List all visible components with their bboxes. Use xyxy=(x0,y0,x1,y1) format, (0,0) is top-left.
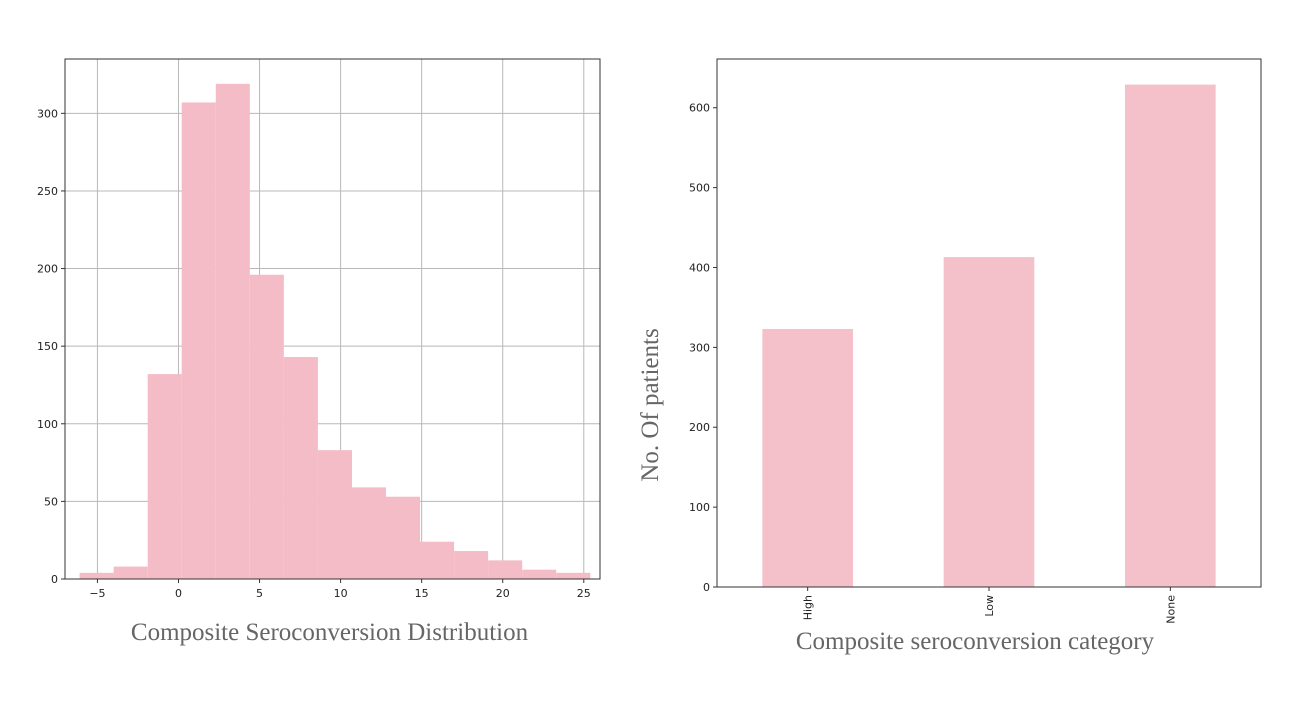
y-tick-label: 0 xyxy=(703,581,710,594)
x-tick-label: 5 xyxy=(256,587,263,600)
category-x-axis-label: Composite seroconversion category xyxy=(796,628,1155,655)
histogram-bar xyxy=(522,569,557,579)
category-bars xyxy=(762,84,1216,587)
category-bar-chart: High Low None 0 100 200 300 400 500 600 Composit… xyxy=(637,58,1262,655)
category-tick-label: Low xyxy=(983,595,996,617)
histogram-bar xyxy=(488,560,523,579)
histogram-bars xyxy=(79,83,591,580)
histogram-bar xyxy=(147,374,182,579)
histogram-bar xyxy=(215,83,250,580)
category-tick-label: High xyxy=(802,595,815,620)
y-tick-label: 500 xyxy=(689,182,710,195)
y-tick-label: 300 xyxy=(37,107,58,120)
histogram-bar xyxy=(454,551,489,579)
histogram-x-axis-label: Composite Seroconversion Distribution xyxy=(131,619,529,646)
histogram-bar xyxy=(556,572,591,579)
y-tick-label: 300 xyxy=(689,341,710,354)
category-x-ticks: High Low None xyxy=(802,587,1177,624)
histogram-grid xyxy=(65,59,600,580)
histogram-y-ticks: 0 50 100 150 200 250 300 xyxy=(37,107,65,586)
category-bar xyxy=(1125,84,1216,587)
x-tick-label: 0 xyxy=(175,587,182,600)
category-tick-label: None xyxy=(1164,595,1177,624)
category-y-ticks: 0 100 200 300 400 500 600 xyxy=(689,102,717,594)
y-tick-label: 150 xyxy=(37,340,58,353)
histogram-bar xyxy=(351,487,386,579)
category-bar xyxy=(762,328,853,587)
y-tick-label: 400 xyxy=(689,261,710,274)
y-tick-label: 50 xyxy=(44,495,58,508)
category-y-axis-label: No. Of patients xyxy=(637,328,664,481)
y-tick-label: 0 xyxy=(51,573,58,586)
x-tick-label: 25 xyxy=(577,587,591,600)
y-tick-label: 100 xyxy=(689,501,710,514)
histogram-plot-frame xyxy=(64,58,601,580)
y-tick-label: 250 xyxy=(37,185,58,198)
histogram-x-ticks: −5 0 5 10 15 20 25 xyxy=(89,579,591,600)
histogram-bar xyxy=(79,572,114,579)
x-tick-label: 10 xyxy=(334,587,348,600)
histogram-bar xyxy=(420,541,455,579)
x-tick-label: −5 xyxy=(89,587,105,600)
histogram-bar xyxy=(181,102,216,580)
y-tick-label: 200 xyxy=(689,421,710,434)
x-tick-label: 15 xyxy=(415,587,429,600)
histogram-bar xyxy=(386,496,421,579)
histogram-bar xyxy=(317,450,352,579)
histogram-bar xyxy=(283,357,318,579)
histogram-chart: −5 0 5 10 15 20 25 0 50 100 150 200 250 300 Composit… xyxy=(37,58,601,646)
x-tick-label: 20 xyxy=(496,587,510,600)
y-tick-label: 600 xyxy=(689,102,710,115)
category-bar xyxy=(943,257,1035,587)
histogram-bar xyxy=(113,566,148,579)
y-tick-label: 200 xyxy=(37,263,58,276)
histogram-bar xyxy=(249,274,284,579)
y-tick-label: 100 xyxy=(37,418,58,431)
